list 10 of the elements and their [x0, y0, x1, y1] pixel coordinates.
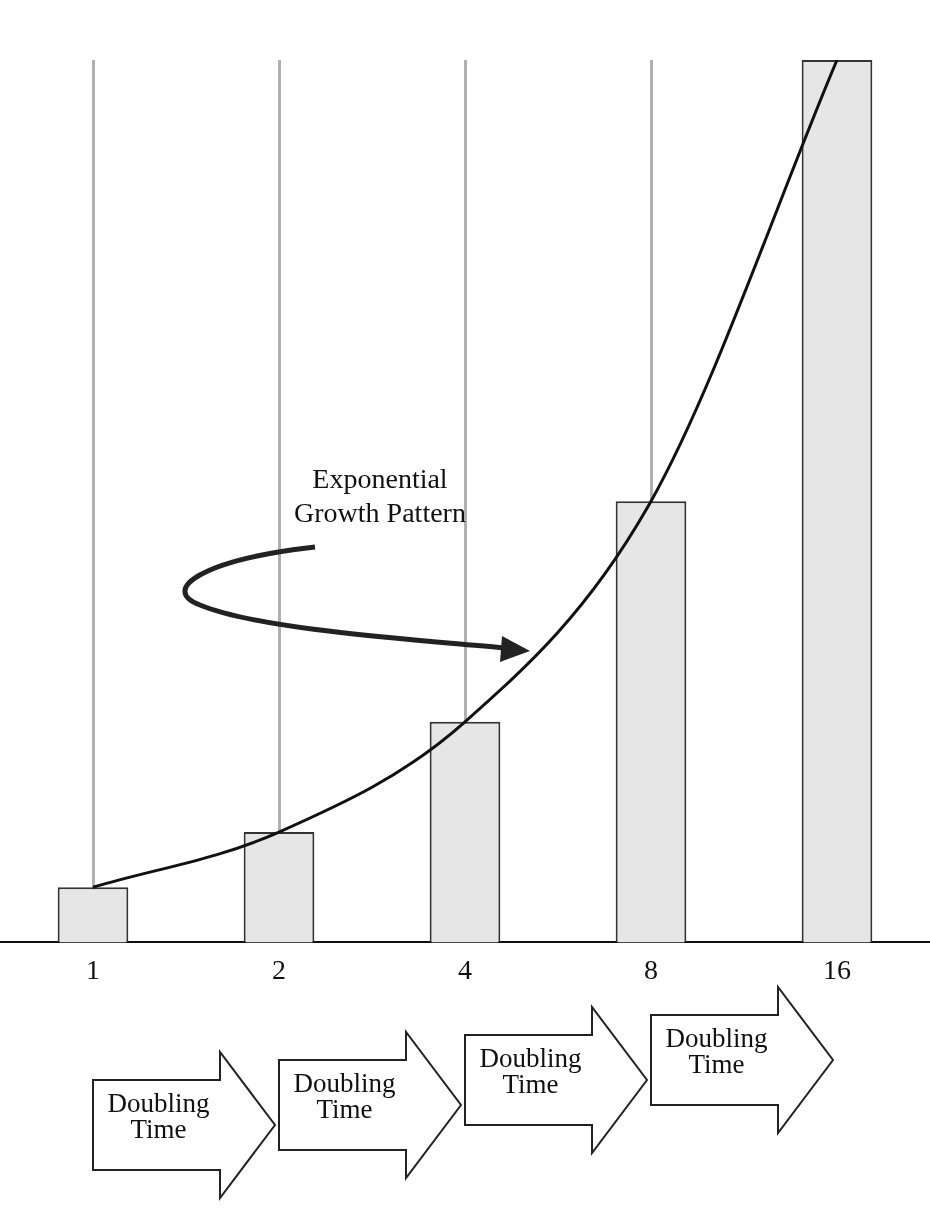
x-tick-label: 8 [644, 953, 658, 985]
x-tick-label: 1 [86, 953, 100, 985]
x-tick-label: 16 [823, 953, 851, 985]
text: Doubling Time [664, 1023, 769, 1079]
text: Doubling Time [478, 1043, 583, 1099]
text: Doubling Time [292, 1068, 397, 1124]
text: Doubling Time [106, 1088, 211, 1144]
x-tick-label: 4 [458, 953, 472, 985]
annotation: Exponential Growth Pattern [293, 462, 467, 530]
x-tick-label: 2 [272, 953, 286, 985]
